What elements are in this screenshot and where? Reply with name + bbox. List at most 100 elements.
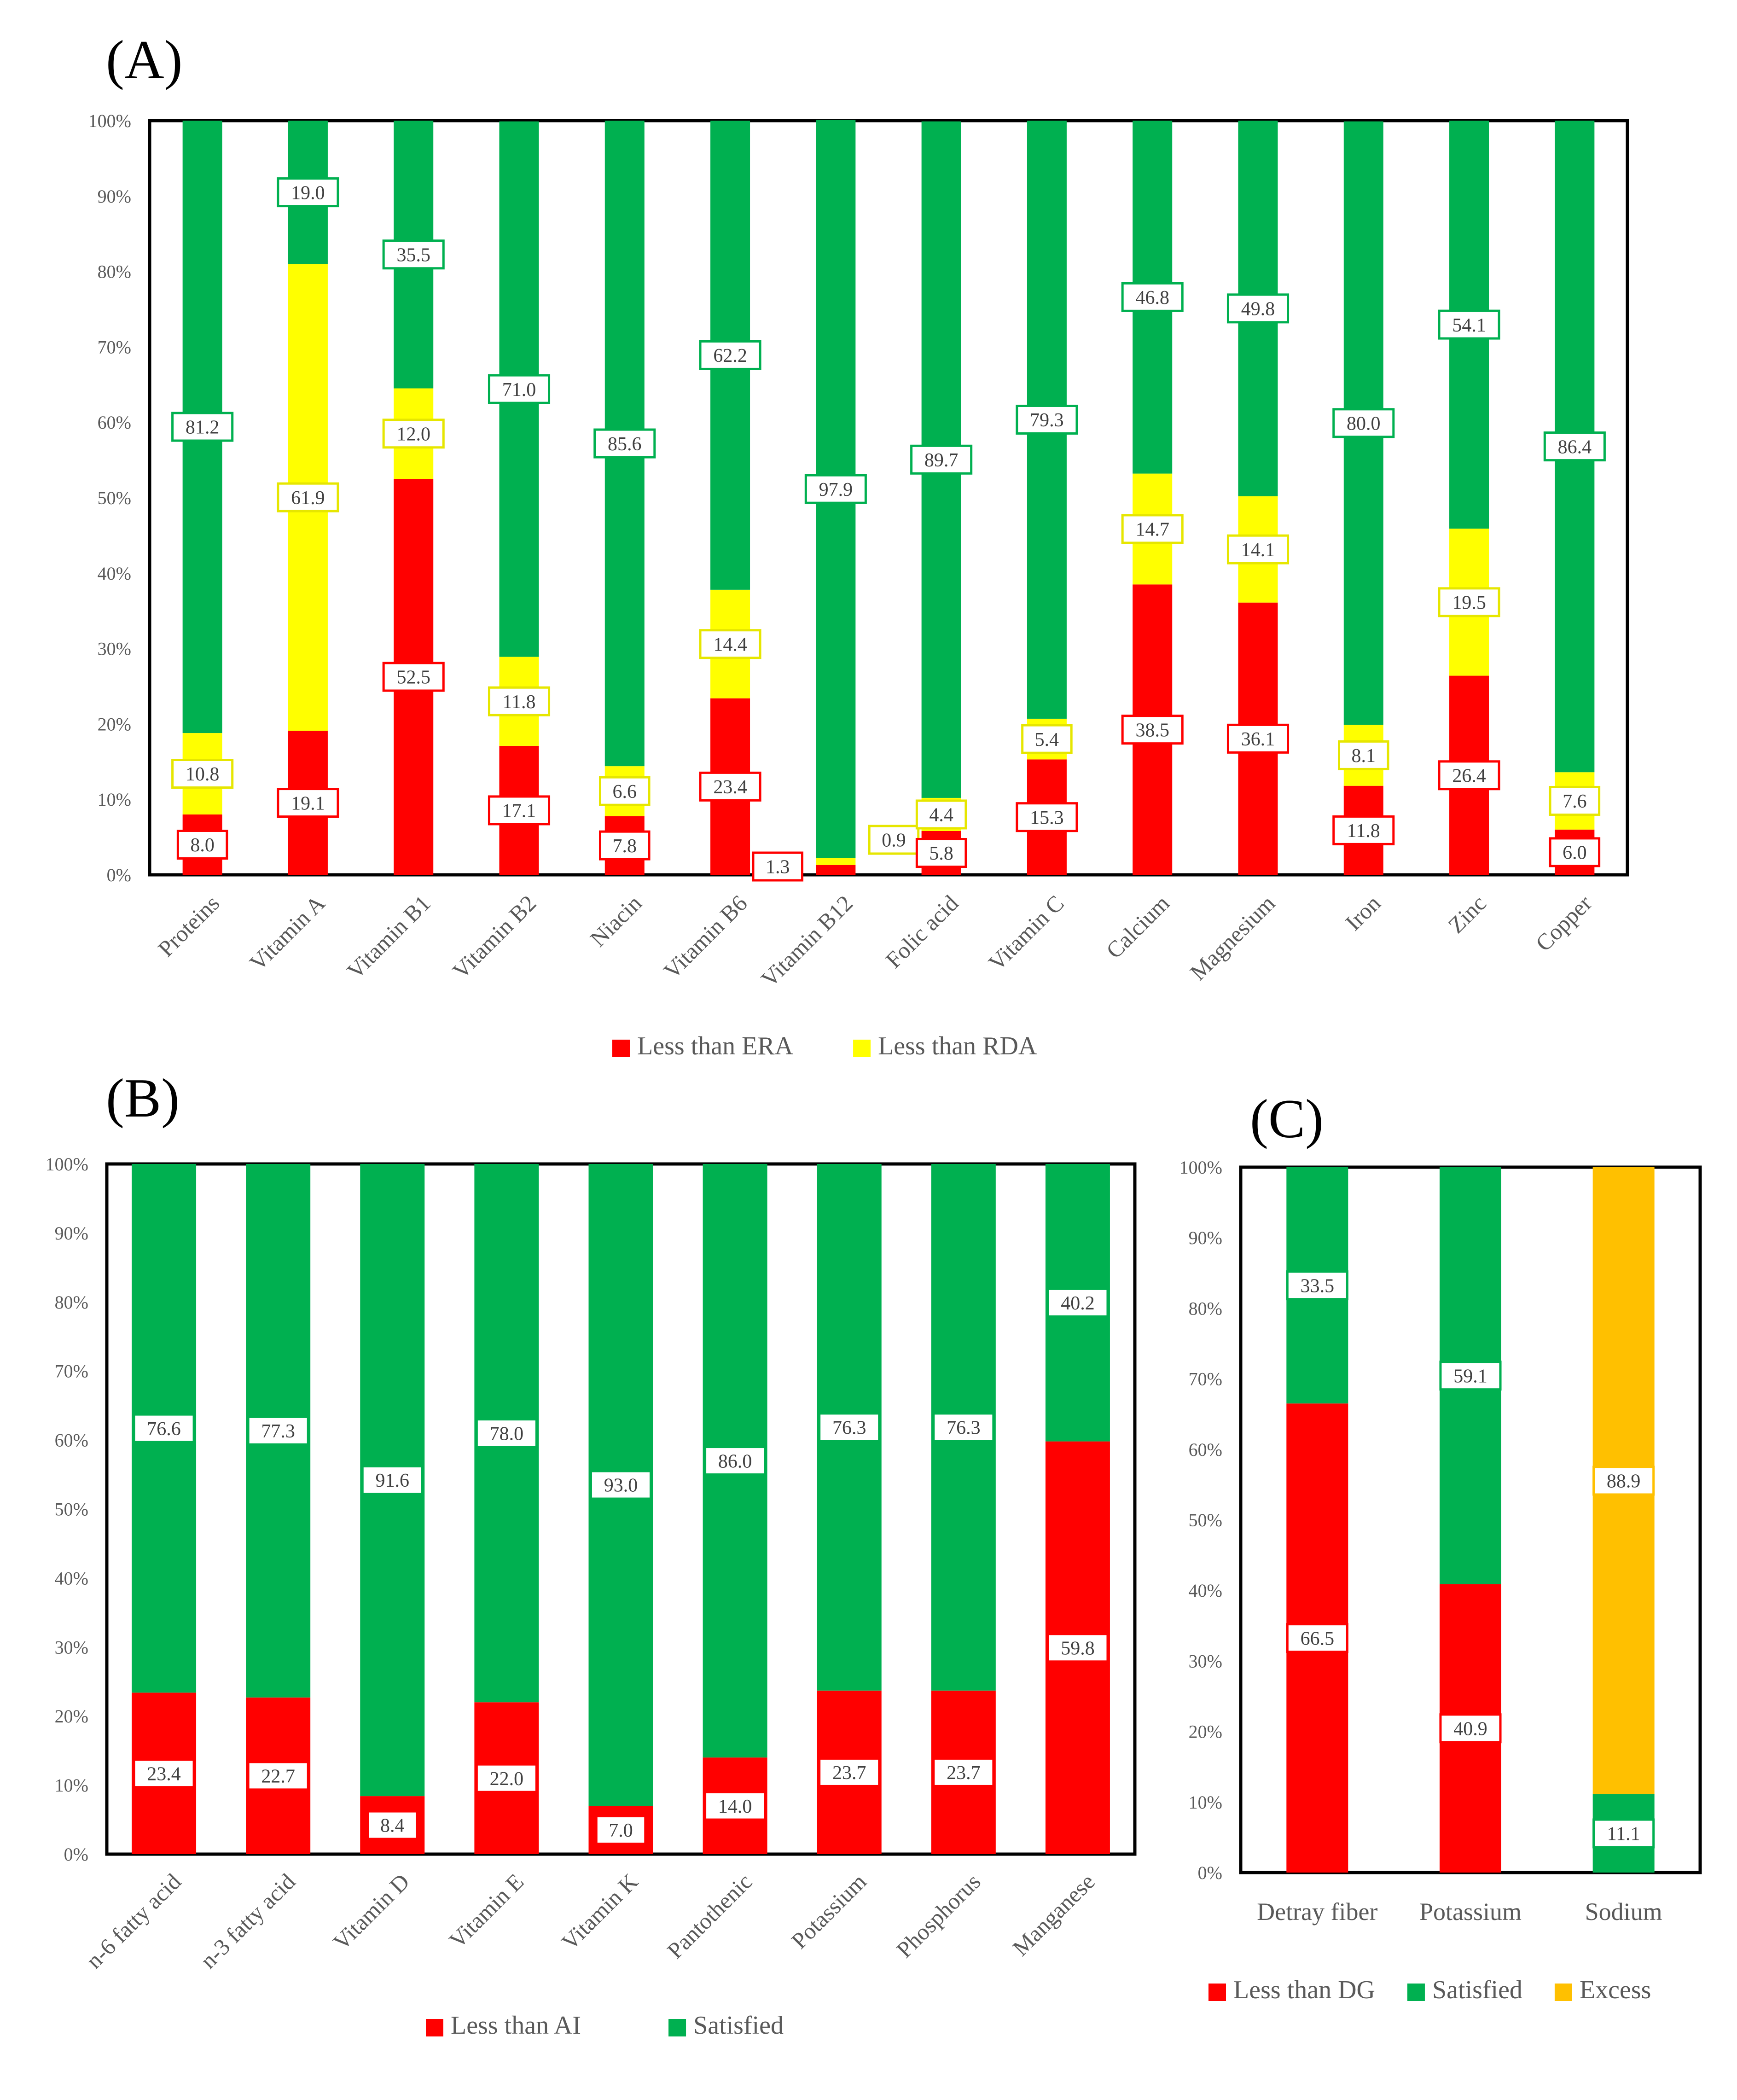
- data-label-box: [704, 1791, 767, 1821]
- data-label-box: [1592, 1818, 1655, 1849]
- data-label-box: [1016, 802, 1078, 832]
- data-label-box: [1332, 408, 1395, 438]
- data-label-copper: 7.6: [1563, 791, 1587, 812]
- data-label-box: [475, 1763, 538, 1793]
- data-label-sodium: 11.1: [1607, 1824, 1640, 1845]
- y-tick-label: 100%: [46, 1154, 88, 1175]
- y-tick-label: 10%: [1189, 1792, 1222, 1813]
- data-label-box: [932, 1757, 995, 1787]
- data-label-n-6-fatty-acid: 23.4: [147, 1763, 181, 1785]
- y-tick-label: 90%: [98, 186, 131, 207]
- data-label-copper: 86.4: [1558, 436, 1592, 458]
- data-label-potassium: 76.3: [832, 1418, 866, 1439]
- legend-swatch-less-than-dg: [1208, 1984, 1226, 2001]
- data-label-box: [1286, 1270, 1348, 1301]
- data-label-vitamin-b12: 97.9: [819, 479, 853, 500]
- legend-swatch-satisfied: [668, 2019, 686, 2036]
- data-label-box: [1046, 1287, 1109, 1318]
- chart-panel-b: (B) 0% 10% 20% 30% 40% 50% 60% 70% 80% 90% 100% 23.4…: [46, 1067, 1137, 2040]
- data-label-box: [133, 1758, 195, 1789]
- data-label-vitamin-a: 19.1: [291, 793, 325, 814]
- data-label-box: [488, 795, 551, 826]
- data-label-box: [1021, 724, 1073, 754]
- x-tick-label: Vitamin C: [983, 890, 1069, 976]
- chart-panel-a: (A) 0% 10% 20% 30% 40% 50% 60% 70% 80% 90% 100% 8.0 1…: [88, 29, 1629, 1060]
- data-label-folic-acid: 89.7: [924, 450, 959, 471]
- x-tick-label: Copper: [1530, 890, 1597, 956]
- data-label-calcium: 46.8: [1135, 287, 1169, 308]
- data-label-box: [1226, 723, 1290, 754]
- data-label-niacin: 85.6: [608, 434, 642, 455]
- data-label-box: [1438, 587, 1500, 617]
- y-tick-label: 0%: [1198, 1862, 1222, 1883]
- data-label-box: [1121, 282, 1184, 312]
- panel-label-b: (B): [106, 1067, 180, 1129]
- data-label-zinc: 54.1: [1452, 315, 1486, 336]
- y-tick-label: 60%: [55, 1430, 88, 1451]
- data-label-vitamin-b12: 1.3: [766, 857, 790, 878]
- y-tick-label: 70%: [98, 337, 131, 357]
- data-label-vitamin-b2: 11.8: [503, 692, 536, 713]
- data-label-vitamin-c: 79.3: [1030, 410, 1064, 431]
- plot-frame: [148, 119, 1629, 877]
- legend-swatch-satisfied: [1407, 1984, 1425, 2001]
- data-label-box: [1016, 404, 1078, 435]
- data-label-potassium: 59.1: [1453, 1366, 1487, 1387]
- data-label-vitamin-a: 19.0: [291, 182, 325, 204]
- data-label-vitamin-b12: 0.9: [882, 830, 906, 851]
- data-label-n-3-fatty-acid: 77.3: [261, 1421, 295, 1442]
- data-label-manganese: 40.2: [1061, 1293, 1095, 1314]
- y-tick-label: 70%: [1189, 1369, 1222, 1390]
- data-label-iron: 11.8: [1347, 820, 1380, 842]
- data-label-n-3-fatty-acid: 22.7: [261, 1766, 295, 1787]
- y-tick-label: 50%: [98, 488, 131, 508]
- x-tick-label: Iron: [1340, 890, 1386, 936]
- data-label-vitamin-k: 7.0: [609, 1820, 633, 1841]
- data-label-vitamin-d: 8.4: [380, 1815, 405, 1837]
- x-tick-label: Vitamin B1: [342, 890, 436, 983]
- y-tick-label: 70%: [55, 1361, 88, 1382]
- x-tick-label: Vitamin B2: [447, 890, 541, 983]
- y-tick-label: 100%: [1179, 1157, 1222, 1178]
- data-label-box: [277, 788, 339, 818]
- x-tick-label: Folic acid: [880, 890, 963, 973]
- y-tick-label: 10%: [98, 789, 131, 810]
- data-label-box: [1226, 293, 1290, 324]
- data-label-box: [171, 412, 234, 442]
- y-tick-label: 40%: [55, 1568, 88, 1588]
- data-label-box: [176, 829, 228, 860]
- data-label-box: [1046, 1633, 1109, 1663]
- data-label-detray-fiber: 33.5: [1301, 1275, 1335, 1297]
- data-label-box: [804, 474, 867, 504]
- y-tick-label: 20%: [98, 714, 131, 734]
- data-label-potassium: 23.7: [832, 1763, 866, 1784]
- y-tick-label: 100%: [88, 111, 131, 131]
- y-tick-label: 80%: [55, 1292, 88, 1313]
- data-label-proteins: 8.0: [190, 835, 215, 856]
- data-label-box: [1226, 534, 1290, 564]
- x-tick-label: Potassium: [786, 1868, 871, 1954]
- x-tick-label: Vitamin D: [328, 1868, 414, 1955]
- data-label-box: [599, 830, 651, 861]
- data-label-box: [699, 340, 761, 370]
- x-tick-label: Manganese: [1007, 1868, 1100, 1961]
- data-label-box: [133, 1413, 195, 1443]
- data-label-box: [932, 1412, 995, 1443]
- x-tick-label: Calcium: [1101, 890, 1174, 963]
- x-tick-label: Vitamin B12: [756, 890, 858, 992]
- y-tick-label: 60%: [98, 412, 131, 433]
- legend-label-less-than-era: Less than ERA: [637, 1032, 794, 1060]
- data-label-zinc: 19.5: [1452, 593, 1486, 614]
- data-label-box: [277, 482, 339, 512]
- data-label-folic-acid: 5.8: [929, 843, 953, 864]
- data-label-box: [488, 374, 551, 404]
- data-label-box: [1438, 309, 1500, 340]
- data-label-box: [915, 838, 967, 868]
- bar-vitamin-b12-series-0: [816, 865, 856, 875]
- chart-panel-c: (C) 0% 10% 20% 30% 40% 50% 60% 70% 80% 90% 100% 66.5…: [1179, 1088, 1702, 2004]
- legend-label-less-than-ai: Less than AI: [451, 2011, 581, 2040]
- data-label-n-6-fatty-acid: 76.6: [147, 1419, 181, 1440]
- y-tick-label: 0%: [107, 865, 131, 885]
- data-label-box: [277, 177, 339, 208]
